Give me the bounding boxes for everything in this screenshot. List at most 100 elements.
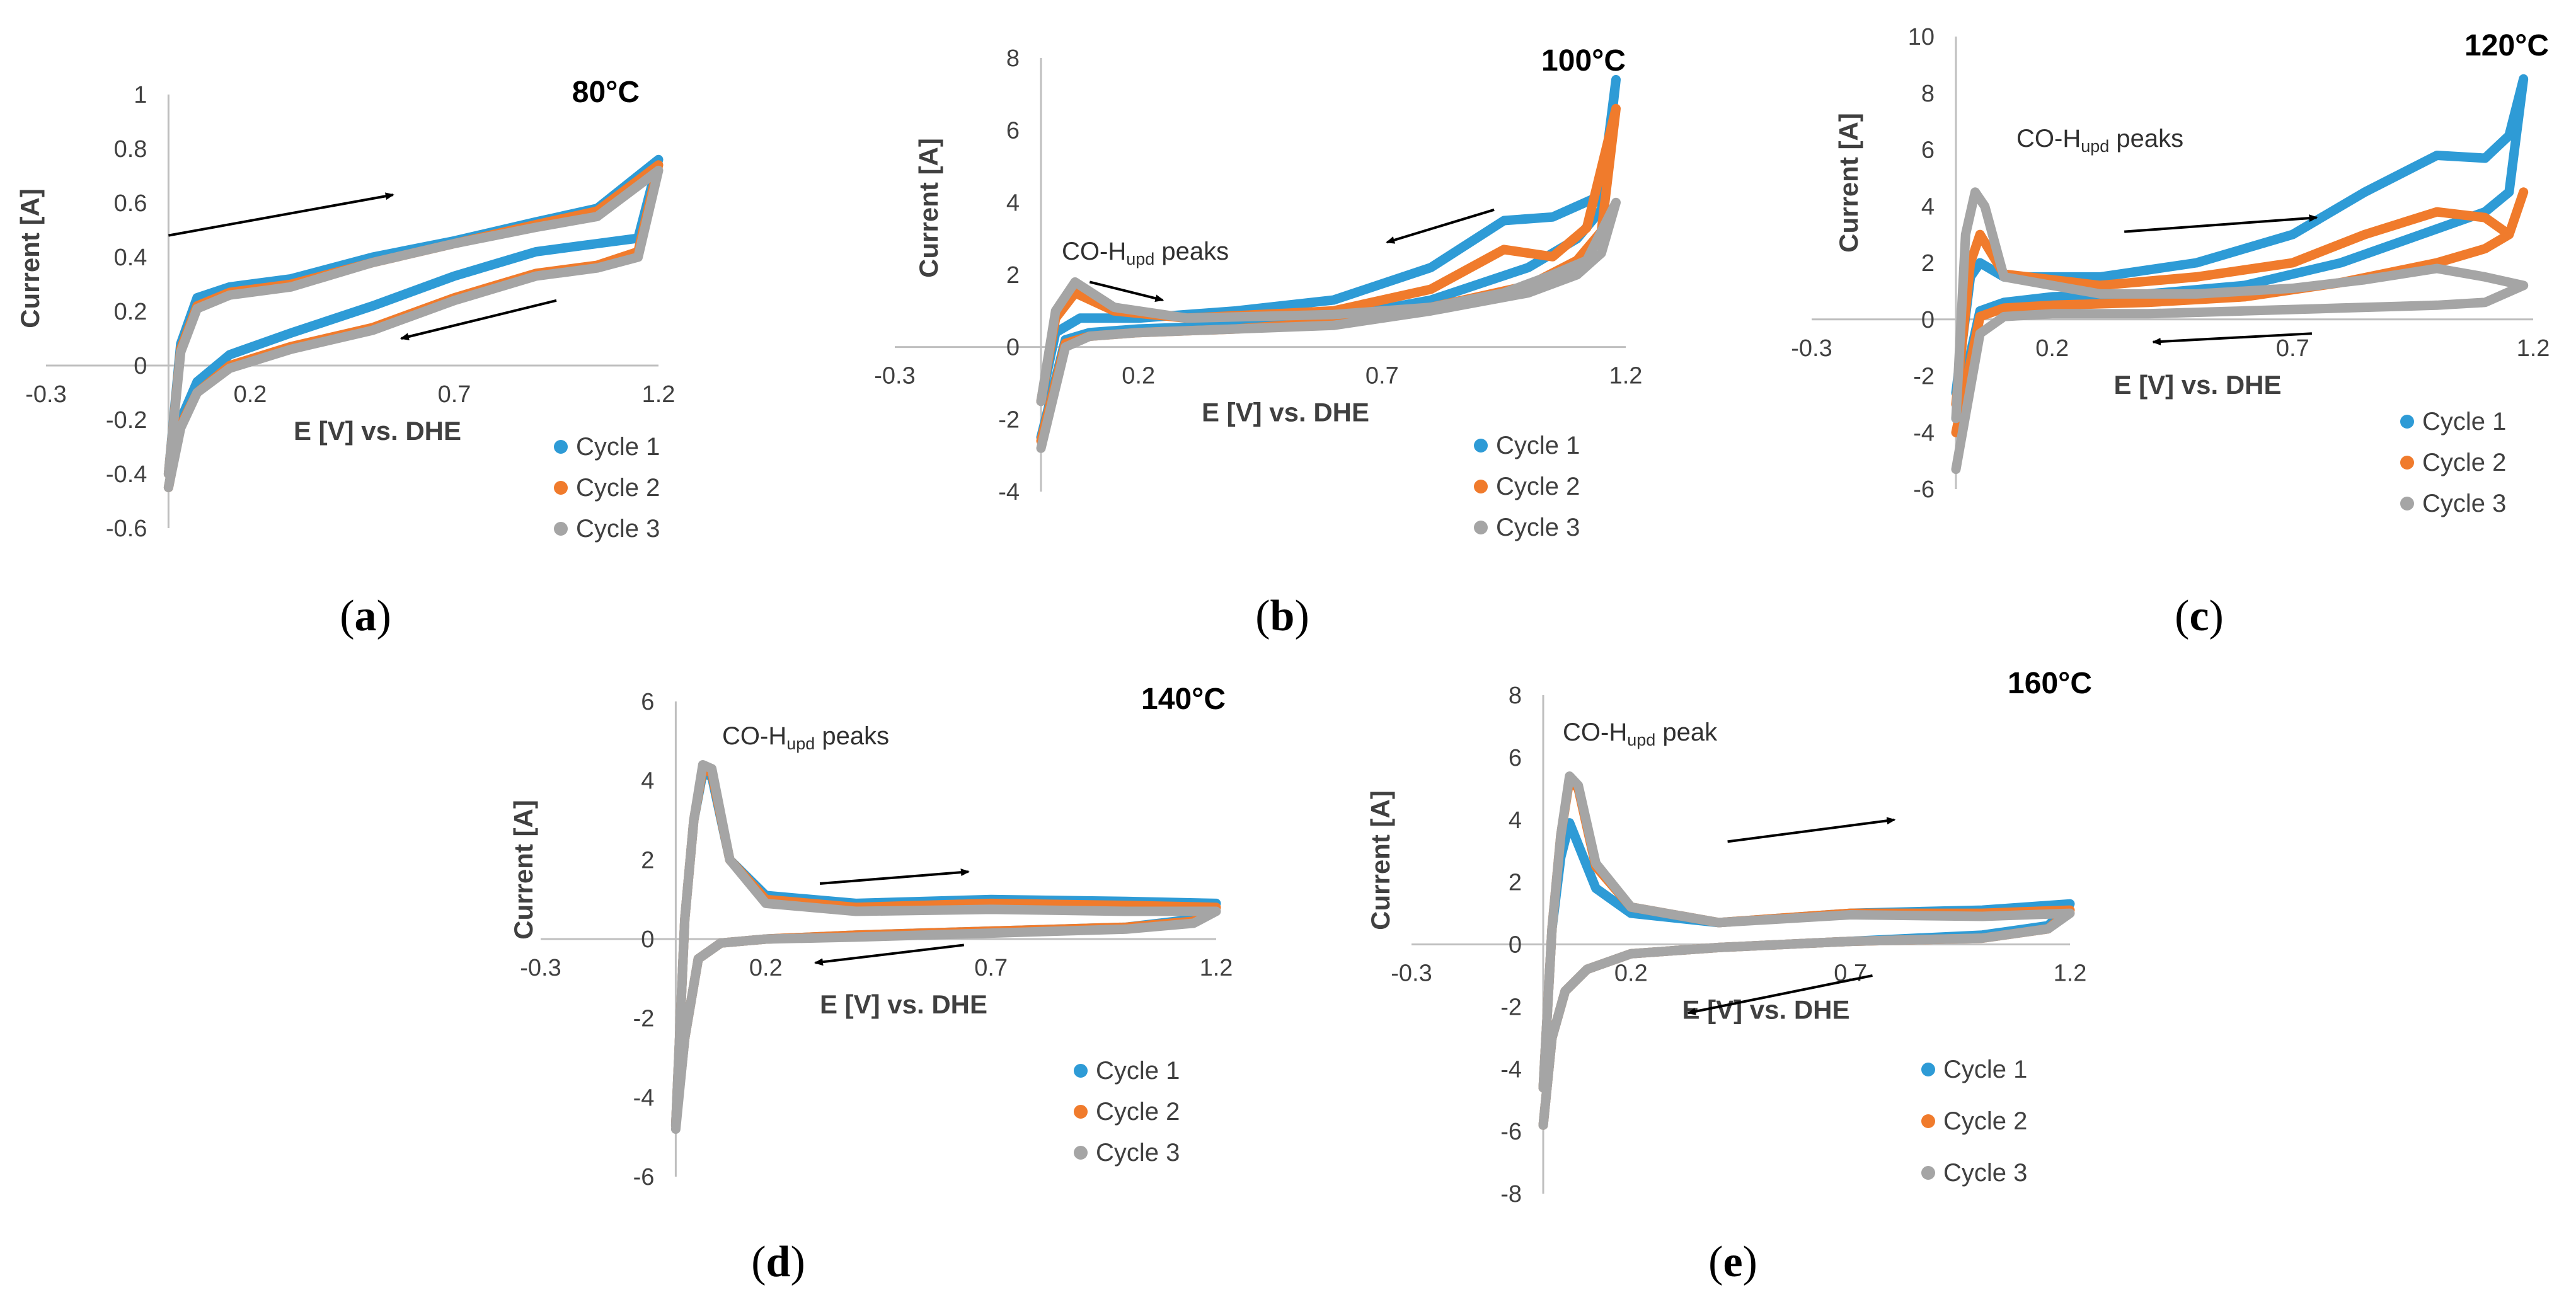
y-tick-label: 6: [1006, 118, 1020, 144]
y-axis-title: Current [A]: [914, 138, 943, 278]
x-axis-title: E [V] vs. DHE: [820, 989, 987, 1019]
y-tick-label: -0.6: [106, 516, 147, 542]
legend-label: Cycle 2: [576, 474, 660, 502]
x-tick-label: 0.2: [234, 381, 267, 408]
series-cycle-3: [163, 165, 664, 492]
x-axis-title: E [V] vs. DHE: [2113, 370, 2281, 400]
peak-annotation: CO-Hupd peaks: [1062, 238, 1229, 268]
legend-label: Cycle 1: [2422, 408, 2506, 435]
panel-title: 120°C: [2464, 29, 2549, 62]
legend-label: Cycle 2: [2422, 449, 2506, 476]
y-tick-label: 1: [134, 82, 147, 108]
y-tick-label: 0.6: [114, 190, 147, 217]
panel-title: 100°C: [1541, 44, 1626, 78]
x-tick-label: 1.2: [1609, 363, 1643, 389]
peak-annotation: CO-Hupd peaks: [722, 722, 889, 753]
peak-annotation: CO-Hupd peaks: [2016, 125, 2183, 156]
y-axis-title: Current [A]: [1366, 790, 1395, 930]
panel-d: -6 -4 -2 0 2 4 6 -0.3 0.2 0.7 1.2 E [V] vs. DHE Curr…: [509, 683, 1233, 1286]
direction-arrow: [2124, 214, 2318, 233]
y-tick-label: 4: [641, 768, 654, 795]
series-cycle-2: [1036, 103, 1621, 446]
y-axis-title: Current [A]: [509, 800, 538, 940]
y-tick-label: 10: [1908, 24, 1935, 50]
panel-title: 80°C: [572, 76, 640, 109]
y-tick-label: -0.2: [106, 407, 147, 434]
legend-marker: [2400, 456, 2414, 470]
direction-arrow: [2151, 332, 2312, 346]
y-tick-label: -2: [1500, 994, 1522, 1020]
y-tick-label: -4: [633, 1085, 655, 1111]
y-tick-label: 0: [641, 926, 654, 953]
y-tick-label: 0: [1921, 307, 1935, 333]
peak-annotation: CO-Hupd peak: [1563, 718, 1718, 749]
legend-marker: [1474, 480, 1488, 493]
legend-label: Cycle 2: [1096, 1098, 1180, 1126]
series-cycle-2: [1951, 187, 2529, 437]
y-tick-label: 8: [1921, 81, 1935, 107]
y-tick-label: 2: [1509, 870, 1522, 896]
legend-label: Cycle 2: [1943, 1107, 2027, 1135]
y-tick-label: 8: [1006, 45, 1020, 72]
legend-label: Cycle 1: [576, 433, 660, 461]
y-tick-label: -2: [1913, 364, 1935, 390]
panel-a: -0.6 -0.4 -0.2 0 0.2 0.4 0.6 0.8 1 -0.3 0.2 0.7 1.2 E…: [15, 76, 675, 640]
legend-label: Cycle 3: [1943, 1159, 2027, 1187]
x-tick-label: 0.2: [1614, 960, 1648, 987]
y-tick-label: 0.4: [114, 245, 147, 271]
panels: -0.6 -0.4 -0.2 0 0.2 0.4 0.6 0.8 1 -0.3 0.2 0.7 1.2 E…: [15, 24, 2550, 1286]
direction-arrow: [1727, 817, 1896, 843]
direction-arrow: [1686, 974, 1873, 1015]
y-tick-label: 6: [1921, 137, 1935, 164]
y-tick-label: -6: [633, 1164, 655, 1191]
direction-arrow: [819, 868, 970, 885]
legend-marker: [1921, 1114, 1935, 1128]
x-tick-label: 0.2: [2035, 335, 2069, 362]
legend-label: Cycle 3: [2422, 490, 2506, 517]
x-tick-label: 1.2: [2054, 960, 2087, 987]
legend-label: Cycle 1: [1496, 432, 1580, 459]
panel-caption: (a): [340, 592, 391, 640]
y-tick-label: 6: [1509, 745, 1522, 771]
y-tick-label: 8: [1509, 683, 1522, 709]
legend-marker: [1074, 1105, 1088, 1119]
direction-arrow: [1386, 208, 1495, 244]
direction-arrow: [168, 192, 394, 237]
y-tick-label: 0.8: [114, 136, 147, 163]
x-tick-label: -0.3: [874, 363, 915, 389]
panel-b: -4 -2 0 2 4 6 8 -0.3 0.2 0.7 1.2 E [V] vs. DHE Curre…: [874, 44, 1642, 640]
x-tick-label: 1.2: [1200, 955, 1233, 981]
panel-caption: (e): [1708, 1238, 1757, 1286]
y-tick-label: 0: [1006, 335, 1020, 361]
y-tick-label: 2: [641, 847, 654, 874]
legend-marker: [554, 440, 568, 454]
direction-arrow: [814, 943, 965, 966]
y-tick-label: 6: [641, 689, 654, 715]
x-tick-label: 0.2: [1122, 363, 1155, 389]
direction-arrow: [400, 299, 557, 340]
x-tick-label: 1.2: [642, 381, 676, 408]
legend-marker: [1921, 1166, 1935, 1180]
legend-marker: [2400, 497, 2414, 510]
x-tick-label: 0.2: [749, 955, 783, 981]
y-tick-label: -4: [1500, 1056, 1522, 1083]
y-tick-label: 2: [1921, 250, 1935, 277]
y-tick-label: -2: [633, 1006, 655, 1032]
y-tick-label: 0: [134, 353, 147, 379]
x-axis-title: E [V] vs. DHE: [1202, 398, 1369, 427]
y-tick-label: 0: [1509, 932, 1522, 959]
panel-caption: (d): [751, 1238, 805, 1286]
panel-title: 160°C: [2008, 667, 2092, 700]
legend-marker: [1921, 1063, 1935, 1076]
series-cycle-3: [1951, 187, 2529, 475]
direction-arrow: [1089, 280, 1164, 303]
panel-caption: (b): [1255, 592, 1309, 640]
series-cycle-3: [1538, 771, 2075, 1130]
y-tick-label: -0.4: [106, 461, 147, 488]
legend-marker: [1474, 521, 1488, 534]
legend-marker: [1074, 1146, 1088, 1160]
panel-c: -6 -4 -2 0 2 4 6 8 10 -0.3 0.2 0.7 1.2 E [V] vs. DHE C…: [1791, 24, 2550, 640]
x-axis-title: E [V] vs. DHE: [294, 416, 461, 446]
series-cycle-3: [1036, 197, 1621, 453]
